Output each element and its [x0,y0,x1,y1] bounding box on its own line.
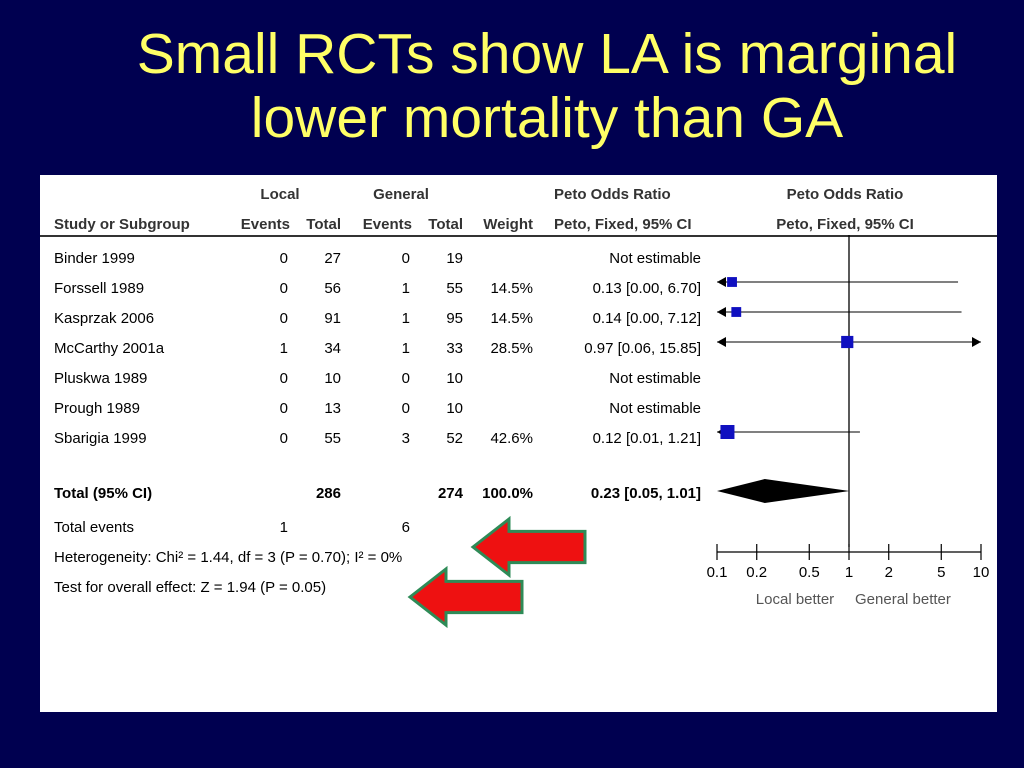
events-local: 0 [279,400,288,417]
total-odds-ratio: 0.23 [0.05, 1.01] [590,485,701,502]
study-point [731,307,742,317]
weight: 28.5% [490,340,533,357]
events-general: 0 [401,250,410,267]
col-header-study: Study or Subgroup [54,216,190,233]
ci-arrow-left [717,307,726,317]
annotation-arrows [407,515,587,629]
x-axis-tick-label: 2 [884,564,893,581]
ci-arrow-right [972,337,981,347]
total-events-general: 6 [401,519,410,536]
right-direction-label: General better [855,591,951,608]
header-local: Local [260,186,300,203]
pooled-diamond [717,479,850,503]
left-direction-label: Local better [755,591,835,608]
forest-plot-panel: Local General Peto Odds Ratio Peto Odds … [40,175,997,712]
total-general: 19 [446,250,463,267]
total-general: 274 [437,485,463,502]
col-header-weight: Weight [483,216,533,233]
col-header-events-local: Events [240,216,290,233]
odds-ratio: 0.97 [0.06, 15.85] [584,340,701,357]
title-line-1: Small RCTs show LA is marginal [136,22,958,86]
total-general: 95 [446,310,463,327]
col-header-or-plot: Peto, Fixed, 95% CI [776,216,914,233]
forest-plot [716,235,982,560]
odds-ratio: 0.14 [0.00, 7.12] [592,310,701,327]
events-local: 0 [279,430,288,447]
events-general: 0 [401,370,410,387]
total-local: 286 [315,485,341,502]
study-name: Prough 1989 [54,400,140,417]
events-local: 0 [279,370,288,387]
x-axis-tick-label: 0.1 [706,564,728,581]
total-local: 56 [324,280,341,297]
study-point [720,425,735,439]
header-or-plot: Peto Odds Ratio [786,186,904,203]
total-local: 55 [324,430,341,447]
events-general: 0 [401,400,410,417]
total-general: 52 [446,430,463,447]
total-general: 33 [446,340,463,357]
study-name: Sbarigia 1999 [54,430,147,447]
arrow-overall-effect-icon [407,565,524,629]
total-general: 55 [446,280,463,297]
study-name: McCarthy 2001a [54,340,165,357]
odds-ratio: 0.12 [0.01, 1.21] [592,430,701,447]
header-general: General [373,186,429,203]
total-events-local: 1 [279,519,288,536]
x-axis-tick-label: 5 [937,564,946,581]
events-local: 0 [279,280,288,297]
total-local: 91 [324,310,341,327]
events-general: 1 [401,340,410,357]
events-local: 0 [279,250,288,267]
odds-ratio: Not estimable [609,400,701,417]
header-or-text: Peto Odds Ratio [554,186,671,203]
study-point [727,277,737,287]
total-events-label: Total events [54,519,135,536]
col-header-total-local: Total [306,216,341,233]
odds-ratio: 0.13 [0.00, 6.70] [592,280,701,297]
x-axis-tick-label: 10 [972,564,990,581]
study-name: Kasprzak 2006 [54,310,155,327]
col-header-total-general: Total [428,216,463,233]
odds-ratio: Not estimable [609,250,701,267]
weight: 42.6% [490,430,533,447]
events-local: 0 [279,310,288,327]
events-general: 1 [401,310,410,327]
overall-effect-text: Test for overall effect: Z = 1.94 (P = 0… [54,579,327,596]
total-general: 10 [446,400,463,417]
x-axis-tick-label: 1 [844,564,854,581]
total-weight: 100.0% [482,485,533,502]
weight: 14.5% [490,310,533,327]
col-header-or-text: Peto, Fixed, 95% CI [554,216,692,233]
ci-arrow-left [717,277,726,287]
arrow-heterogeneity-icon [470,515,587,579]
study-name: Binder 1999 [54,250,135,267]
events-general: 1 [401,280,410,297]
total-local: 10 [324,370,341,387]
study-name: Pluskwa 1989 [54,370,148,387]
x-axis-tick-label: 0.2 [746,564,768,581]
weight: 14.5% [490,280,533,297]
total-label: Total (95% CI) [54,485,153,502]
col-header-events-general: Events [362,216,412,233]
x-axis-tick-label: 0.5 [798,564,820,581]
header-separator [40,235,997,237]
ci-arrow-left [717,337,726,347]
heterogeneity-text: Heterogeneity: Chi² = 1.44, df = 3 (P = … [54,549,403,566]
study-point [841,335,854,349]
odds-ratio: Not estimable [609,370,701,387]
title-line-2: lower mortality than GA [250,86,844,150]
study-name: Forssell 1989 [54,280,145,297]
events-local: 1 [279,340,288,357]
total-local: 13 [324,400,341,417]
events-general: 3 [401,430,410,447]
total-general: 10 [446,370,463,387]
total-local: 27 [324,250,341,267]
slide-title: Small RCTs show LA is marginal lower mor… [40,22,1024,150]
total-local: 34 [324,340,341,357]
